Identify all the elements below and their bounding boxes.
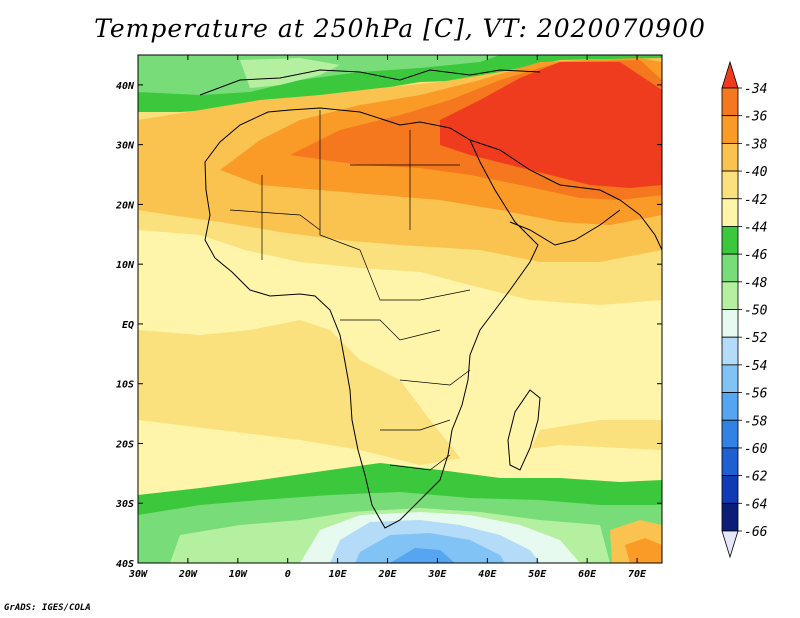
colorbar-swatch — [721, 170, 739, 200]
colorbar-bottom-arrow — [721, 530, 739, 559]
lat-tick-label: 30N — [115, 141, 135, 152]
colorbar-swatch — [721, 336, 739, 366]
colorbar-label: -56 — [744, 387, 768, 402]
field-light-yellow-west — [138, 230, 662, 470]
lon-tick-label: 10W — [229, 569, 248, 580]
credit-label: GrADS: IGES/COLA — [4, 603, 91, 613]
lon-tick-label: 40E — [478, 569, 497, 580]
country-borders — [229, 110, 471, 471]
lat-tick-label: EQ — [122, 320, 134, 331]
lat-tick-label: 40N — [116, 81, 135, 92]
colorbar-label: -46 — [744, 248, 768, 263]
coastlines — [199, 69, 662, 529]
arabia — [469, 139, 662, 251]
colorbar-swatch — [721, 253, 739, 283]
colorbar-label: -38 — [744, 137, 768, 152]
colorbar-label: -34 — [744, 82, 767, 97]
colorbar-label: -60 — [744, 442, 768, 457]
colorbar-label: -36 — [744, 110, 768, 125]
field-dark-blue-south — [390, 548, 455, 563]
colorbar-label: -54 — [744, 359, 767, 374]
colorbar-label: -62 — [744, 470, 768, 485]
field-orange2-southeast — [625, 538, 662, 563]
plot-frame — [137, 54, 663, 564]
lon-tick-label: 10E — [329, 569, 348, 580]
colorbar-swatch — [721, 198, 739, 227]
lon-tick-label: 20W — [178, 569, 198, 580]
lon-tick-label: 70E — [628, 569, 647, 580]
madagascar — [507, 389, 541, 471]
lat-tick-label: 10S — [116, 380, 134, 391]
colorbar-swatch — [721, 447, 739, 477]
colorbar-swatch — [721, 115, 739, 144]
lon-tick-label: 30E — [427, 569, 447, 580]
lat-tick-label: 20S — [115, 439, 134, 450]
colorbar-swatch — [721, 87, 739, 117]
lat-tick-label: 10N — [116, 260, 135, 271]
lat-tick-label: 40S — [116, 559, 134, 570]
colorbar: -34 -36 -38 -40 -42 -44 -46 -48 -50 -52 -54 -56 -58 -… — [721, 60, 768, 559]
colorbar-swatch — [721, 502, 739, 532]
colorbar-label: -58 — [744, 414, 768, 429]
latitude-ticks: 40N 30N 20N 10N EQ 10S 20S 30S 40S — [115, 81, 662, 570]
colorbar-swatch — [721, 392, 739, 421]
field-mid-blue-south — [355, 533, 505, 563]
map-title: Temperature at 250hPa [C], VT: 202007090… — [94, 14, 706, 43]
temperature-field — [138, 55, 662, 563]
lon-tick-label: 50E — [528, 569, 547, 580]
colorbar-label: -40 — [744, 165, 768, 180]
lon-tick-label: 30W — [128, 569, 148, 580]
colorbar-swatch — [721, 281, 739, 310]
arabia-south — [509, 209, 621, 246]
colorbar-label: -66 — [744, 525, 768, 540]
colorbar-label: -52 — [744, 331, 768, 346]
colorbar-label: -50 — [744, 304, 768, 319]
colorbar-swatch — [721, 475, 739, 504]
colorbar-swatch — [721, 419, 739, 449]
lat-tick-label: 30S — [115, 499, 134, 510]
field-red-north — [440, 62, 662, 188]
colorbar-swatch — [721, 309, 739, 338]
lon-tick-label: 0 — [285, 569, 291, 580]
colorbar-label: -44 — [744, 220, 767, 235]
longitude-ticks: 30W 20W 10W 0 10E 20E 30E 40E 50E 60E 70E — [128, 55, 647, 580]
colorbar-swatch — [721, 142, 739, 172]
colorbar-label: -42 — [744, 193, 768, 208]
lon-tick-label: 20E — [377, 569, 397, 580]
colorbar-top-arrow — [721, 60, 739, 89]
colorbar-swatch — [721, 364, 739, 393]
africa-coastline — [204, 107, 539, 529]
mediterranean-north — [199, 69, 541, 96]
lon-tick-label: 60E — [578, 569, 597, 580]
colorbar-swatch — [721, 226, 739, 255]
colorbar-label: -48 — [744, 276, 768, 291]
colorbar-label: -64 — [744, 497, 767, 512]
lat-tick-label: 20N — [115, 200, 135, 211]
field-pale-green-north — [240, 58, 340, 88]
